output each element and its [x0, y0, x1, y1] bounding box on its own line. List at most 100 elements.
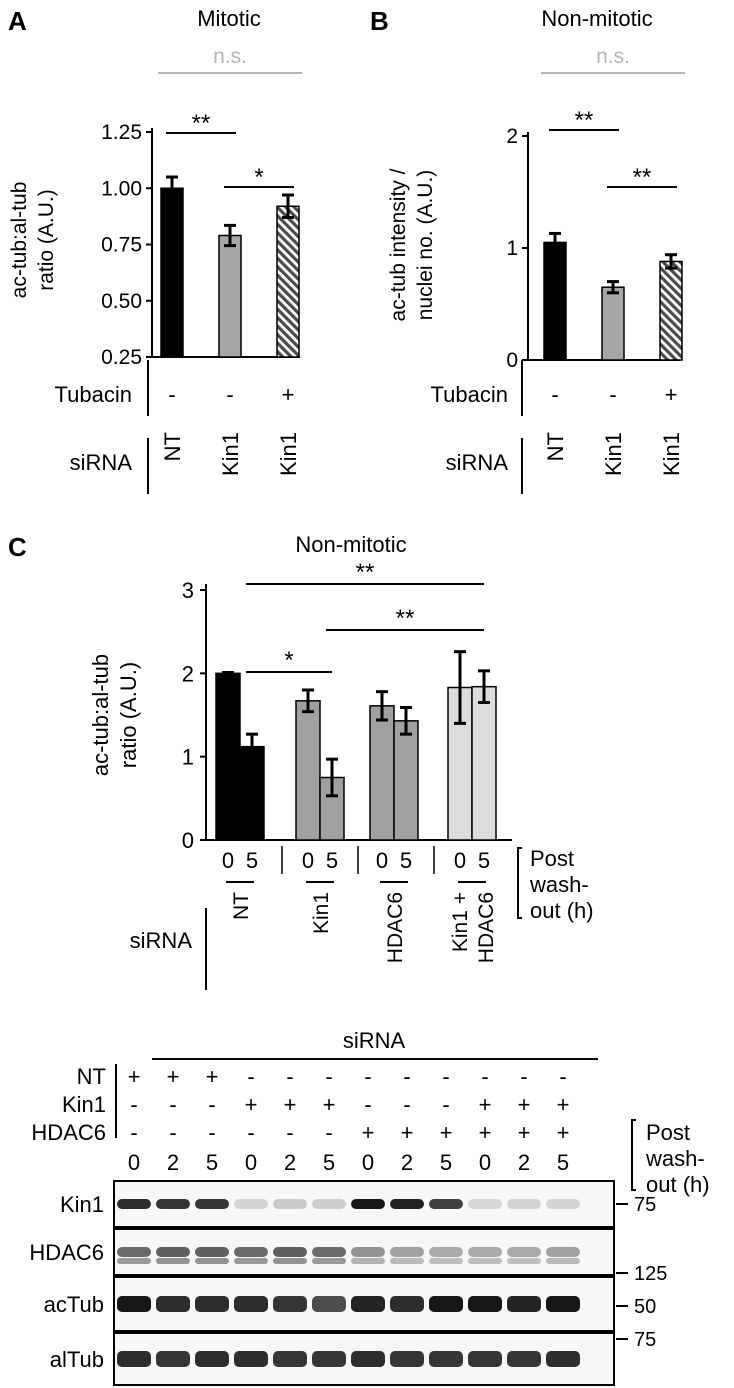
- sirna-row-label: siRNA: [70, 450, 133, 475]
- blot-band: [546, 1258, 580, 1264]
- significance-label: n.s.: [213, 45, 247, 68]
- time-label: 0: [128, 1150, 140, 1175]
- blot-band: [351, 1296, 385, 1312]
- sirna-label: NT: [230, 892, 253, 920]
- blot-band: [156, 1199, 190, 1209]
- condition-sign: -: [403, 1092, 410, 1117]
- washout-label: wash-: [529, 872, 589, 897]
- blot-row-label: alTub: [50, 1347, 104, 1372]
- blot-band: [351, 1258, 385, 1264]
- blot-band: [468, 1258, 502, 1264]
- condition-sign: +: [479, 1092, 492, 1117]
- condition-sign: +: [245, 1092, 258, 1117]
- condition-sign: -: [247, 1120, 254, 1145]
- y-tick-label: 0.75: [101, 234, 142, 257]
- blot-band: [273, 1296, 307, 1312]
- y-axis-label: ac-tub:al-tub: [88, 654, 113, 776]
- condition-sign: +: [557, 1092, 570, 1117]
- y-axis-label: ratio (A.U.): [35, 189, 58, 291]
- time-label: 2: [518, 1150, 530, 1175]
- blot-band: [273, 1351, 307, 1367]
- blot-band: [156, 1247, 190, 1257]
- condition-sign: -: [286, 1064, 293, 1089]
- tubacin-sign: -: [168, 382, 175, 407]
- sirna-label: Kin1: [218, 432, 243, 476]
- time-label: 5: [206, 1150, 218, 1175]
- panel-label-a: A: [8, 6, 27, 36]
- y-tick-label: 1.00: [101, 177, 142, 200]
- bar: [543, 241, 567, 361]
- condition-sign: +: [479, 1120, 492, 1145]
- blot-band: [312, 1258, 346, 1264]
- blot-row-label: HDAC6: [29, 1240, 104, 1265]
- chart-b-title: Non-mitotic: [541, 6, 652, 31]
- condition-sign: +: [440, 1120, 453, 1145]
- sirna-label: Kin1 +: [449, 892, 472, 952]
- blot-band: [195, 1351, 229, 1367]
- blot-band: [468, 1296, 502, 1312]
- y-tick-label: 2: [506, 125, 518, 148]
- blot-band: [390, 1296, 424, 1312]
- blot-band: [429, 1351, 463, 1367]
- blot-band: [429, 1296, 463, 1312]
- significance-label: **: [575, 107, 594, 134]
- y-tick-label: 0: [182, 828, 194, 853]
- blot-band: [312, 1247, 346, 1257]
- bar: [215, 672, 241, 841]
- time-label: 5: [400, 848, 412, 873]
- washout-label: Post: [646, 1120, 690, 1145]
- condition-sign: +: [323, 1092, 336, 1117]
- blot-band: [117, 1296, 151, 1312]
- time-label: 5: [323, 1150, 335, 1175]
- blot-band: [429, 1199, 463, 1209]
- condition-sign: +: [401, 1120, 414, 1145]
- washout-label: wash-: [645, 1146, 705, 1171]
- blot-band: [156, 1351, 190, 1367]
- time-label: 5: [440, 1150, 452, 1175]
- condition-sign: +: [362, 1120, 375, 1145]
- blot-band: [390, 1247, 424, 1257]
- blot-band: [234, 1247, 268, 1257]
- condition-sign: -: [286, 1120, 293, 1145]
- significance-label: *: [284, 647, 293, 674]
- panel-label-c: C: [8, 532, 27, 562]
- sirna-row-label: siRNA: [130, 928, 193, 953]
- time-label: 5: [326, 848, 338, 873]
- blot-band: [312, 1351, 346, 1367]
- chart-b: 2 1 0 ac-tub intensity / nuclei no. (A.U.) - N…: [387, 45, 685, 494]
- condition-sign: -: [247, 1064, 254, 1089]
- time-label: 0: [376, 848, 388, 873]
- blot-band: [234, 1258, 268, 1264]
- y-axis-label: nuclei no. (A.U.): [414, 170, 437, 321]
- panel-label-b: B: [370, 6, 389, 36]
- time-label: 0: [222, 848, 234, 873]
- bar: [239, 745, 265, 841]
- blot-band: [390, 1199, 424, 1209]
- sirna-label: Kin1: [310, 892, 333, 934]
- tubacin-row-label: Tubacin: [55, 382, 132, 407]
- significance-label: **: [633, 164, 652, 191]
- condition-sign: +: [128, 1064, 141, 1089]
- time-label: 5: [478, 848, 490, 873]
- bar: [659, 260, 683, 361]
- y-tick-label: 0.25: [101, 346, 142, 369]
- sirna-label: Kin1: [601, 432, 626, 476]
- blot-band: [312, 1296, 346, 1312]
- washout-bracket: [631, 1119, 636, 1191]
- bar: [295, 700, 321, 841]
- blot-band: [390, 1258, 424, 1264]
- blot-band: [468, 1247, 502, 1257]
- bar: [601, 286, 625, 361]
- time-label: 0: [454, 848, 466, 873]
- blot-band: [234, 1199, 268, 1209]
- blot-band: [195, 1199, 229, 1209]
- time-label: 0: [479, 1150, 491, 1175]
- blot-band: [156, 1258, 190, 1264]
- blot-band: [507, 1351, 541, 1367]
- condition-sign: -: [130, 1092, 137, 1117]
- tubacin-sign: +: [665, 382, 678, 407]
- tubacin-sign: -: [551, 382, 558, 407]
- condition-sign: +: [167, 1064, 180, 1089]
- condition-sign: -: [130, 1120, 137, 1145]
